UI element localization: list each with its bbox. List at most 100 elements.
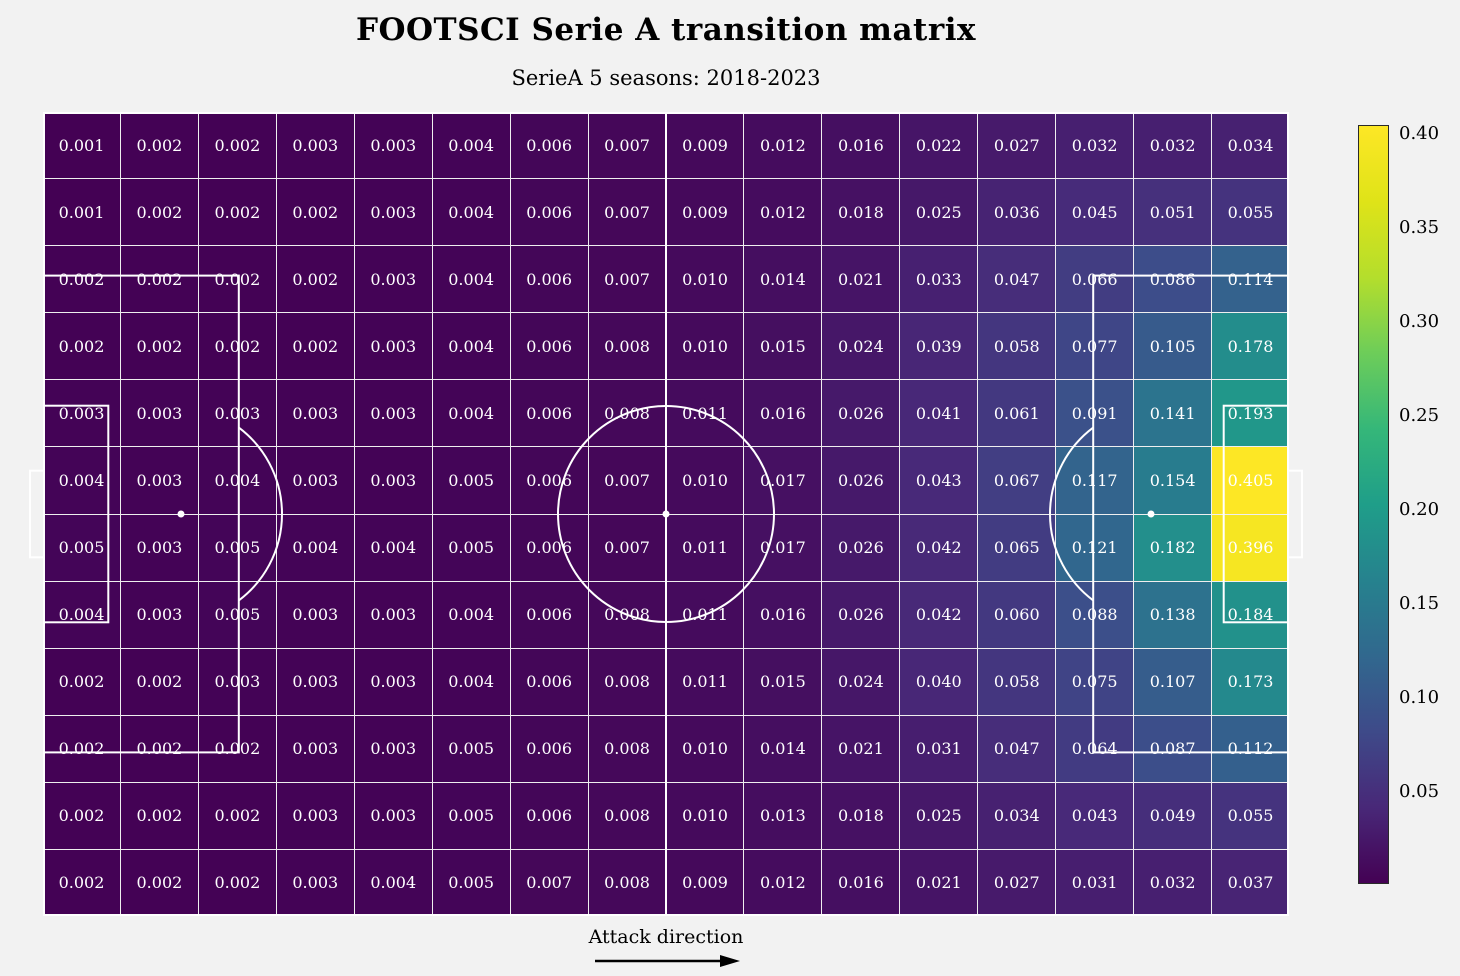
heatmap-cell: 0.002	[120, 112, 198, 179]
heatmap-cell: 0.031	[1056, 849, 1134, 916]
heatmap-cell: 0.005	[43, 514, 120, 581]
heatmap-cell: 0.014	[744, 246, 822, 313]
heatmap-cell: 0.003	[354, 715, 432, 782]
heatmap-cell: 0.003	[198, 380, 276, 447]
heatmap-cell: 0.032	[1134, 112, 1212, 179]
heatmap-cell: 0.007	[588, 112, 666, 179]
heatmap-cell: 0.021	[822, 246, 900, 313]
heatmap-cell: 0.055	[1212, 179, 1289, 246]
heatmap-cell: 0.002	[198, 313, 276, 380]
heatmap-cell: 0.015	[744, 648, 822, 715]
heatmap-cell: 0.013	[744, 782, 822, 849]
heatmap-cell: 0.114	[1212, 246, 1289, 313]
heatmap-cell: 0.043	[900, 447, 978, 514]
heatmap-cell: 0.005	[198, 514, 276, 581]
heatmap-grid: 0.001 0.002 0.002 0.003 0.003 0.004 0.006 0.007…	[43, 112, 1289, 916]
heatmap-cell: 0.173	[1212, 648, 1289, 715]
heatmap-cell: 0.042	[900, 581, 978, 648]
heatmap-cell: 0.002	[43, 782, 120, 849]
heatmap-cell: 0.002	[120, 313, 198, 380]
heatmap-cell: 0.010	[666, 313, 744, 380]
heatmap-cell: 0.002	[43, 246, 120, 313]
heatmap-cell: 0.004	[432, 581, 510, 648]
heatmap-cell: 0.077	[1056, 313, 1134, 380]
heatmap-cell: 0.025	[900, 179, 978, 246]
heatmap-cell: 0.004	[432, 380, 510, 447]
heatmap-cell: 0.037	[1212, 849, 1289, 916]
heatmap-cell: 0.007	[588, 447, 666, 514]
colorbar-tick-label: 0.35	[1399, 217, 1440, 239]
heatmap-cell: 0.003	[276, 447, 354, 514]
heatmap-cell: 0.141	[1134, 380, 1212, 447]
heatmap-cell: 0.016	[744, 581, 822, 648]
heatmap-cell: 0.060	[978, 581, 1056, 648]
heatmap-cell: 0.001	[43, 179, 120, 246]
heatmap-cell: 0.003	[354, 313, 432, 380]
heatmap-cell: 0.087	[1134, 715, 1212, 782]
heatmap-cell: 0.026	[822, 514, 900, 581]
heatmap-cell: 0.005	[432, 447, 510, 514]
heatmap-cell: 0.007	[588, 246, 666, 313]
heatmap-cell: 0.016	[822, 849, 900, 916]
heatmap-cell: 0.154	[1134, 447, 1212, 514]
heatmap-cell: 0.045	[1056, 179, 1134, 246]
heatmap-cell: 0.006	[510, 715, 588, 782]
heatmap-cell: 0.039	[900, 313, 978, 380]
heatmap-cell: 0.058	[978, 313, 1056, 380]
heatmap-cell: 0.040	[900, 648, 978, 715]
heatmap-cell: 0.036	[978, 179, 1056, 246]
heatmap-cell: 0.006	[510, 581, 588, 648]
heatmap-cell: 0.086	[1134, 246, 1212, 313]
heatmap-cell: 0.026	[822, 380, 900, 447]
heatmap-cell: 0.002	[276, 313, 354, 380]
colorbar-tick-label: 0.10	[1399, 687, 1440, 708]
colorbar-tick-label: 0.05	[1399, 780, 1440, 802]
heatmap-cell: 0.049	[1134, 782, 1212, 849]
heatmap-cell: 0.025	[900, 782, 978, 849]
heatmap-cell: 0.003	[276, 782, 354, 849]
heatmap-cell: 0.003	[354, 648, 432, 715]
heatmap-cell: 0.005	[198, 581, 276, 648]
heatmap-cell: 0.006	[510, 782, 588, 849]
heatmap-cell: 0.004	[43, 581, 120, 648]
chart-subtitle: SerieA 5 seasons: 2018-2023	[511, 66, 821, 90]
heatmap-cell: 0.008	[588, 849, 666, 916]
heatmap-cell: 0.026	[822, 447, 900, 514]
heatmap-cell: 0.024	[822, 648, 900, 715]
colorbar-tick-label: 0.25	[1399, 405, 1440, 427]
heatmap-cell: 0.011	[666, 648, 744, 715]
heatmap-cell: 0.182	[1134, 514, 1212, 581]
heatmap-cell: 0.184	[1212, 581, 1289, 648]
left-goal-line	[29, 469, 45, 559]
heatmap-cell: 0.021	[822, 715, 900, 782]
heatmap-cell: 0.003	[276, 380, 354, 447]
heatmap-cell: 0.003	[276, 715, 354, 782]
heatmap-cell: 0.002	[198, 782, 276, 849]
heatmap-cell: 0.014	[744, 715, 822, 782]
heatmap-cell: 0.066	[1056, 246, 1134, 313]
heatmap-cell: 0.007	[588, 514, 666, 581]
heatmap-cell: 0.005	[432, 514, 510, 581]
heatmap-cell: 0.015	[744, 313, 822, 380]
heatmap-cell: 0.033	[900, 246, 978, 313]
heatmap-cell: 0.006	[510, 179, 588, 246]
heatmap-cell: 0.003	[276, 648, 354, 715]
heatmap-cell: 0.003	[354, 246, 432, 313]
heatmap-cell: 0.010	[666, 715, 744, 782]
heatmap-cell: 0.002	[120, 782, 198, 849]
heatmap-cell: 0.138	[1134, 581, 1212, 648]
heatmap-cell: 0.088	[1056, 581, 1134, 648]
heatmap-cell: 0.075	[1056, 648, 1134, 715]
heatmap-cell: 0.012	[744, 179, 822, 246]
heatmap-cell: 0.009	[666, 179, 744, 246]
heatmap-cell: 0.004	[432, 179, 510, 246]
heatmap-cell: 0.006	[510, 246, 588, 313]
heatmap-cell: 0.004	[432, 648, 510, 715]
heatmap-cell: 0.011	[666, 380, 744, 447]
chart-title: FOOTSCI Serie A transition matrix	[356, 12, 976, 48]
heatmap-cell: 0.008	[588, 581, 666, 648]
heatmap-cell: 0.008	[588, 380, 666, 447]
heatmap-cell: 0.010	[666, 782, 744, 849]
attack-direction-label: Attack direction	[588, 926, 744, 948]
colorbar-tick-label: 0.15	[1399, 593, 1440, 615]
